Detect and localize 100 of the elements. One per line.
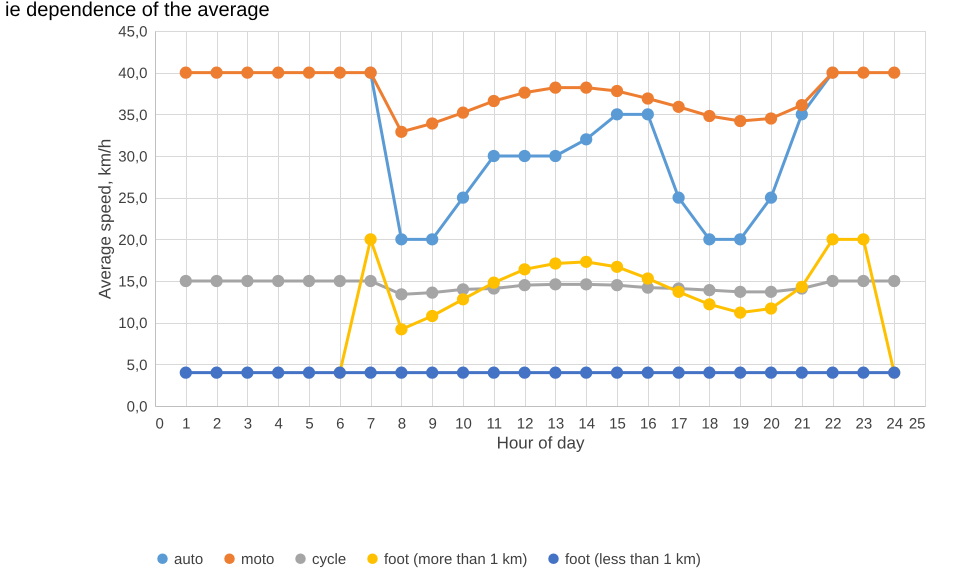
point bbox=[488, 366, 500, 379]
point bbox=[456, 192, 470, 204]
y-tick-label: 10,0 bbox=[118, 315, 148, 332]
y-tick-label: 30,0 bbox=[118, 148, 148, 166]
point bbox=[734, 114, 746, 128]
x-tick-label: 1 bbox=[182, 416, 190, 432]
point bbox=[395, 126, 408, 138]
x-tick-label: 24 bbox=[886, 416, 904, 432]
x-tick-label: 19 bbox=[732, 416, 750, 432]
y-tick-label: 35,0 bbox=[118, 106, 148, 124]
point bbox=[549, 82, 562, 94]
point bbox=[426, 310, 438, 322]
point bbox=[764, 366, 778, 379]
point bbox=[857, 366, 870, 379]
point bbox=[488, 150, 500, 162]
point bbox=[734, 306, 746, 319]
point bbox=[241, 274, 254, 288]
point bbox=[210, 366, 223, 379]
x-tick-label: 5 bbox=[305, 416, 314, 432]
x-tick-label: 14 bbox=[578, 416, 596, 432]
x-tick-label: 2 bbox=[212, 416, 222, 432]
point bbox=[549, 366, 562, 379]
legend-label: foot (less than 1 km) bbox=[565, 550, 701, 568]
point bbox=[703, 233, 716, 246]
point bbox=[610, 279, 624, 292]
point bbox=[796, 366, 808, 379]
y-tick-label: 45,0 bbox=[118, 24, 148, 40]
point bbox=[241, 366, 254, 379]
x-tick-label: 23 bbox=[856, 416, 872, 432]
y-tick-label: 15,0 bbox=[118, 274, 148, 290]
point bbox=[395, 233, 408, 246]
x-tick-label: 20 bbox=[763, 416, 780, 432]
x-tick-label: 3 bbox=[244, 416, 252, 432]
point bbox=[334, 274, 346, 288]
point bbox=[241, 66, 254, 79]
point bbox=[302, 274, 316, 288]
point bbox=[580, 256, 592, 268]
x-axis-title: Hour of day bbox=[496, 434, 585, 452]
point bbox=[456, 106, 470, 119]
point bbox=[272, 274, 284, 288]
point bbox=[642, 92, 654, 105]
point bbox=[610, 366, 624, 379]
point bbox=[826, 233, 839, 246]
x-tick-label: 16 bbox=[640, 416, 657, 432]
point bbox=[426, 366, 438, 379]
point bbox=[888, 274, 900, 288]
point bbox=[764, 112, 778, 125]
point bbox=[642, 272, 654, 285]
point bbox=[518, 86, 531, 99]
legend-label: foot (more than 1 km) bbox=[384, 550, 528, 568]
y-tick-label: 5,0 bbox=[126, 356, 148, 374]
point bbox=[456, 283, 470, 296]
x-tick-label: 18 bbox=[702, 416, 718, 432]
legend-label: auto bbox=[174, 550, 204, 568]
point bbox=[549, 150, 562, 162]
point bbox=[703, 366, 716, 379]
point bbox=[642, 108, 654, 120]
point bbox=[272, 366, 284, 379]
point bbox=[488, 276, 500, 289]
point bbox=[180, 274, 192, 288]
legend-label: moto bbox=[241, 550, 274, 568]
x-tick-label: 4 bbox=[274, 416, 283, 432]
point bbox=[426, 117, 438, 130]
point bbox=[734, 286, 746, 298]
point bbox=[703, 284, 716, 296]
point bbox=[426, 286, 438, 299]
y-tick-label: 40,0 bbox=[118, 65, 148, 82]
point bbox=[610, 260, 624, 273]
y-axis-title: Average speed, km/h bbox=[95, 138, 114, 300]
point bbox=[580, 366, 592, 379]
point bbox=[364, 274, 377, 288]
point bbox=[364, 366, 377, 379]
x-tick-label: 13 bbox=[548, 416, 564, 432]
point bbox=[826, 366, 839, 379]
point bbox=[642, 366, 654, 379]
point bbox=[456, 293, 470, 306]
point bbox=[672, 100, 685, 113]
x-tick-label: 9 bbox=[428, 416, 437, 432]
point bbox=[857, 66, 870, 79]
point bbox=[395, 366, 408, 379]
point bbox=[888, 66, 900, 79]
point bbox=[672, 286, 685, 298]
point bbox=[180, 366, 192, 379]
point bbox=[549, 257, 562, 270]
point bbox=[857, 233, 870, 246]
point bbox=[734, 366, 746, 379]
point bbox=[518, 263, 531, 276]
point bbox=[456, 366, 470, 379]
x-tick-label: 15 bbox=[609, 416, 626, 432]
x-tick-label: 25 bbox=[908, 416, 926, 432]
point bbox=[302, 66, 316, 79]
point bbox=[672, 192, 685, 204]
legend-label: cycle bbox=[312, 550, 346, 568]
x-tick-label: 12 bbox=[516, 416, 534, 432]
point bbox=[580, 133, 592, 146]
point bbox=[734, 233, 746, 246]
point bbox=[549, 278, 562, 290]
point bbox=[672, 366, 685, 379]
y-tick-label: 0,0 bbox=[126, 398, 148, 416]
point bbox=[610, 84, 624, 98]
